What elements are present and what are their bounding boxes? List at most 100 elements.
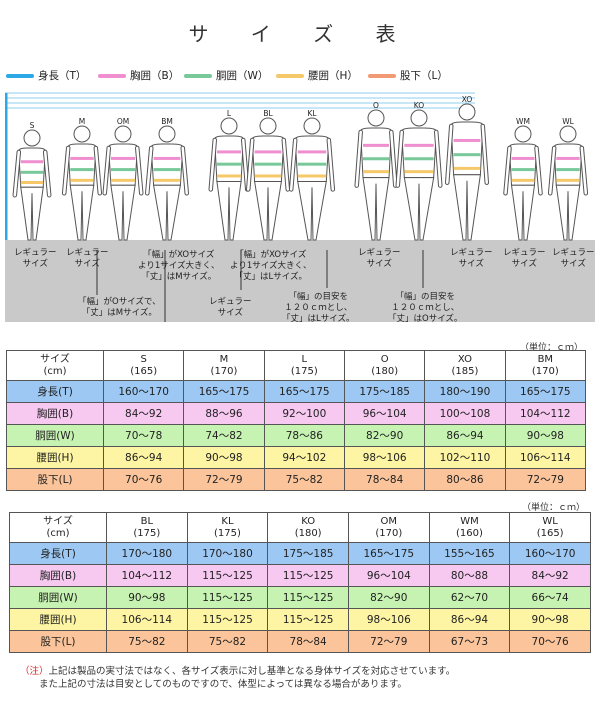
figure-size-label: XO [462,95,473,104]
figure-head [458,103,476,121]
figure-head [410,109,428,127]
hip-band [404,170,434,174]
figure-size-label: S [30,121,35,130]
table-corner: サイズ (cm) [6,350,104,381]
unit-label-1: （単位：ｃｍ） [520,343,584,353]
size-table-2: サイズ (cm) BL (175) KL (175) KO (180) OM (170) WM (1… [9,512,591,653]
table-cell: 90〜98 [504,424,587,447]
table-cell: 80〜88 [428,564,511,587]
legend-swatch-icon [276,74,304,78]
figure-legs [453,174,481,241]
table-row: 腰囲(H) 106〜114 115〜125 115〜125 98〜106 86〜94 90〜… [9,608,591,631]
bust-band [254,150,282,154]
bust-band [153,156,181,160]
body-figure: OM [102,117,144,241]
figure-right-arm-fill [282,138,289,191]
table-cell: 75〜82 [263,468,345,491]
figure-legs [362,177,390,241]
table-row: 腰囲(H) 86〜94 90〜98 94〜102 98〜106 102〜110 106〜11… [6,446,587,469]
table-cell: 104〜112 [504,402,587,425]
table-cell: 160〜170 [102,380,185,403]
figure-head [367,109,385,127]
bust-band [556,156,580,160]
table-cell: 88〜96 [183,402,265,425]
table-header-row: サイズ (cm) BL (175) KL (175) KO (180) OM (170) WM (1… [9,512,591,543]
figure-left-arm-fill [13,150,21,197]
figure-right-arm-fill [535,146,542,195]
legend-label: 股下（L） [400,70,448,82]
bust-band [110,156,136,160]
table-cell: 115〜125 [186,608,269,631]
legend-inseam: 股下（L） [368,68,448,83]
column-height: (160) [456,527,483,539]
figure-right-arm-fill [435,130,442,187]
bust-band [404,143,434,147]
body-figure: KL [288,109,336,241]
waist-band [362,157,390,161]
figure-legs [297,180,327,241]
figure-ground [5,240,595,322]
figure-size-label: OM [117,117,129,126]
table-cell: 115〜125 [267,564,349,587]
table-cell: 170〜180 [186,542,269,565]
figure-right-arm-fill [481,124,488,184]
column-size: BL [140,515,154,527]
bust-band [362,143,390,147]
figure-right-arm-fill [390,130,397,187]
hip-band [153,178,181,182]
bust-band [70,156,94,160]
legend-label: 胸囲（B） [130,70,180,82]
bust-band [216,150,242,154]
size-table-1: サイズ (cm) S (165) M (170) L (175) O (180) XO (185) B… [6,350,587,491]
caption-regular-xo: レギュラー サイズ [450,248,493,269]
hip-band [70,178,94,182]
figure-right-arm-fill [580,146,588,195]
column-height: (175) [214,527,241,539]
footnote-line-1: 上記は製品の実寸法ではなく、各サイズ表示に対し基準となる身体サイズを対応させてい… [48,666,456,677]
legend-label: 腰囲（H） [308,70,358,82]
row-label: 腰囲(H) [6,446,104,469]
figure-legs [254,180,282,241]
figure-size-label: M [79,117,85,126]
figure-legs [403,177,435,241]
column-header: BL (175) [106,512,188,543]
waist-band [453,153,481,157]
column-height: (175) [133,527,161,539]
body-figure: BL [246,109,290,241]
figure-right-arm-fill [327,138,335,191]
column-header: BM (170) [504,350,587,381]
figure-size-label: L [227,109,232,118]
hip-band [254,174,282,178]
body-figure: S [12,121,52,241]
column-header: OM (170) [347,512,430,543]
column-height: (185) [451,365,479,377]
caption-note-ko: 「幅」の目安を １２０ｃｍとし、 「丈」はOサイズ。 [388,292,463,324]
table-cell: 104〜112 [106,564,188,587]
column-size: OM [380,515,398,527]
figure-size-label: WM [516,117,530,126]
waist-band [297,162,327,166]
bust-band [453,138,481,142]
table-cell: 62〜70 [428,586,511,609]
legend-label: 胴囲（W） [216,70,269,82]
legend-height: 身長（T） [6,68,86,83]
corner-label: サイズ [43,515,73,527]
table-cell: 94〜102 [263,446,345,469]
row-label: 胸囲(B) [6,402,104,425]
table-cell: 90〜98 [183,446,265,469]
caption-regular-s: レギュラー サイズ [14,248,57,269]
table-cell: 106〜114 [504,446,587,469]
row-label: 胸囲(B) [9,564,107,587]
hip-band [216,174,242,178]
footnote-mark: （注） [20,666,49,677]
table-cell: 115〜125 [186,586,269,609]
table-cell: 84〜92 [509,564,591,587]
hip-band [297,174,327,178]
figure-legs [69,184,95,241]
unit-label-2: （単位：ｃｍ） [522,503,586,513]
caption-regular-l: レギュラー サイズ [209,297,252,318]
caption-regular-o: レギュラー サイズ [358,248,401,269]
table-row: 股下(L) 75〜82 75〜82 78〜84 72〜79 67〜73 70〜76 [9,630,591,653]
figure-legs [110,184,136,241]
table-cell: 98〜106 [343,446,426,469]
